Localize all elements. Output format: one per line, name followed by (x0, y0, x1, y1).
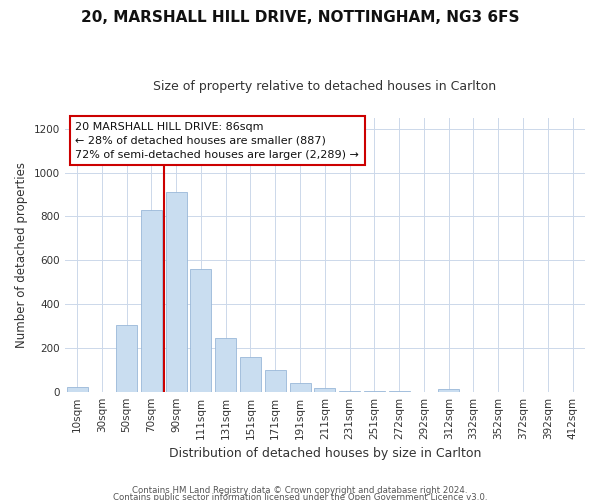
Bar (67, 388, 88, 392)
Bar (190, 269, 211, 392)
Bar (116, 325, 137, 392)
Text: 20 MARSHALL HILL DRIVE: 86sqm
← 28% of detached houses are smaller (887)
72% of : 20 MARSHALL HILL DRIVE: 86sqm ← 28% of d… (75, 122, 359, 160)
Text: Contains public sector information licensed under the Open Government Licence v3: Contains public sector information licen… (113, 494, 487, 500)
Bar (215, 338, 236, 392)
Title: Size of property relative to detached houses in Carlton: Size of property relative to detached ho… (153, 80, 496, 93)
Bar (339, 390, 360, 392)
Bar (364, 390, 385, 392)
Bar (438, 390, 459, 392)
Bar (141, 210, 162, 392)
Bar (290, 384, 311, 392)
Bar (265, 370, 286, 392)
Bar (314, 388, 335, 392)
X-axis label: Distribution of detached houses by size in Carlton: Distribution of detached houses by size … (169, 447, 481, 460)
Text: Contains HM Land Registry data © Crown copyright and database right 2024.: Contains HM Land Registry data © Crown c… (132, 486, 468, 495)
Bar (166, 192, 187, 392)
Text: 20, MARSHALL HILL DRIVE, NOTTINGHAM, NG3 6FS: 20, MARSHALL HILL DRIVE, NOTTINGHAM, NG3… (81, 10, 519, 25)
Bar (389, 390, 410, 392)
Bar (240, 356, 261, 392)
Y-axis label: Number of detached properties: Number of detached properties (15, 162, 28, 348)
